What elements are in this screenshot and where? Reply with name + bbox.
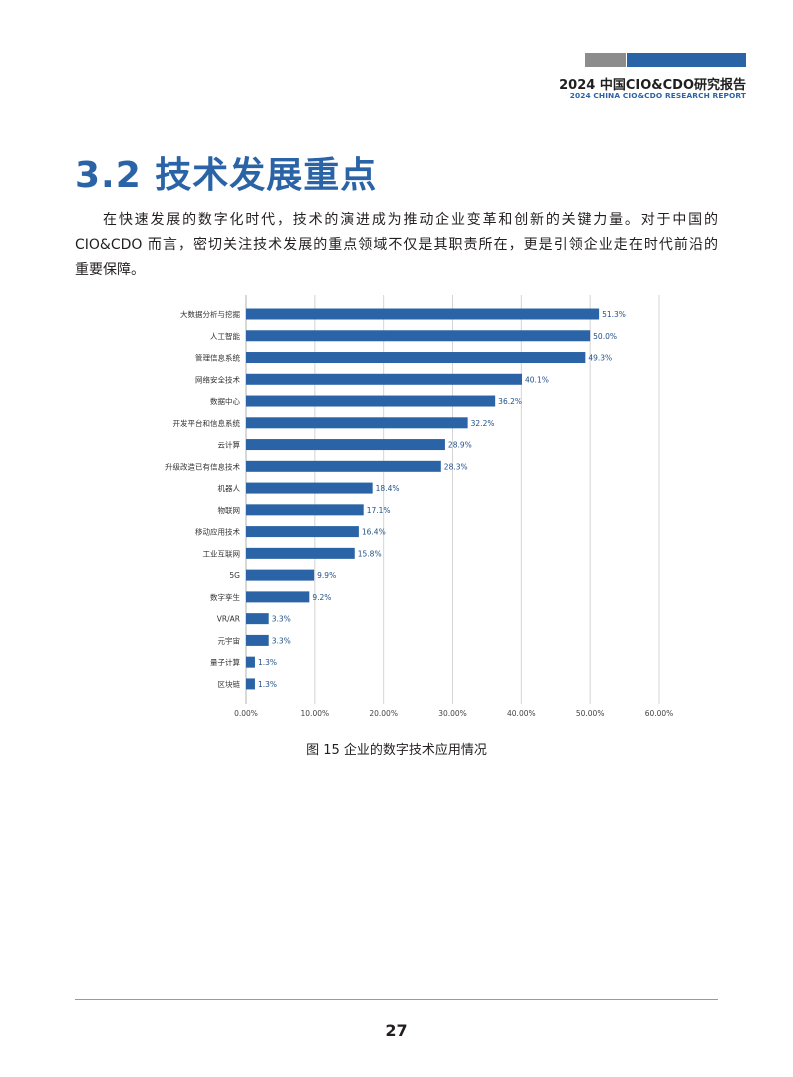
header-gray-bar xyxy=(585,53,626,67)
x-tick-label: 60.00% xyxy=(645,709,674,718)
value-label: 40.1% xyxy=(525,375,549,384)
value-label: 36.2% xyxy=(498,397,522,406)
category-label: 机器人 xyxy=(218,483,241,493)
category-label: 升级改造已有信息技术 xyxy=(165,461,240,471)
bar xyxy=(246,547,355,559)
paragraph-line-1: 在快速发展的数字化时代，技术的演进成为推动企业变革和创新的关键力量。对于中国的 xyxy=(103,212,718,228)
figure-caption: 图 15 企业的数字技术应用情况 xyxy=(306,743,487,758)
value-label: 1.3% xyxy=(258,680,277,689)
page-number: 27 xyxy=(385,1021,408,1040)
header-title: 2024 中国CIO&CDO研究报告 xyxy=(559,78,746,93)
x-tick-label: 50.00% xyxy=(576,709,605,718)
value-label: 50.0% xyxy=(593,332,617,341)
category-label: 管理信息系统 xyxy=(195,353,240,363)
category-label: 数据中心 xyxy=(210,396,240,406)
value-label: 18.4% xyxy=(376,484,400,493)
header-subtitle: 2024 CHINA CIO&CDO RESEARCH REPORT xyxy=(569,91,746,100)
section-title: 3.2 技术发展重点 xyxy=(75,155,378,196)
category-label: 5G xyxy=(229,571,240,580)
bar xyxy=(246,482,373,494)
bar xyxy=(246,352,586,364)
category-label: 区块链 xyxy=(218,679,241,689)
value-label: 15.8% xyxy=(358,549,382,558)
x-tick-label: 40.00% xyxy=(507,709,536,718)
header-blue-bar xyxy=(627,53,746,67)
bar xyxy=(246,439,445,451)
bar xyxy=(246,395,496,407)
bar xyxy=(246,417,468,429)
x-tick-label: 0.00% xyxy=(234,709,258,718)
category-label: 云计算 xyxy=(218,440,241,450)
category-label: 大数据分析与挖掘 xyxy=(180,309,240,319)
category-label: 网络安全技术 xyxy=(195,374,240,384)
category-label: 开发平台和信息系统 xyxy=(173,418,241,428)
value-label: 32.2% xyxy=(471,419,495,428)
bar xyxy=(246,460,441,472)
bar xyxy=(246,373,523,385)
x-tick-label: 30.00% xyxy=(438,709,467,718)
bar xyxy=(246,504,364,516)
bar xyxy=(246,308,600,320)
value-label: 17.1% xyxy=(367,506,391,515)
bar xyxy=(246,330,591,342)
bar xyxy=(246,526,359,538)
category-label: 数字孪生 xyxy=(210,592,240,602)
value-label: 9.2% xyxy=(312,593,331,602)
category-label: 元宇宙 xyxy=(218,635,241,645)
category-label: 物联网 xyxy=(218,505,241,515)
bar xyxy=(246,569,315,581)
value-label: 9.9% xyxy=(317,571,336,580)
value-label: 16.4% xyxy=(362,528,386,537)
category-label: 人工智能 xyxy=(210,331,240,341)
bar xyxy=(246,613,269,625)
category-label: 量子计算 xyxy=(210,657,240,667)
value-label: 1.3% xyxy=(258,658,277,667)
body-paragraph: 在快速发展的数字化时代，技术的演进成为推动企业变革和创新的关键力量。对于中国的 … xyxy=(75,208,718,283)
value-label: 51.3% xyxy=(602,310,626,319)
value-label: 28.9% xyxy=(448,441,472,450)
paragraph-line-3: 重要保障。 xyxy=(75,262,145,278)
bar xyxy=(246,634,269,646)
category-label: 移动应用技术 xyxy=(195,527,240,537)
bar xyxy=(246,591,310,603)
tech-application-bar-chart: 0.00% 10.00% 20.00% 30.00% 40.00% 50.00% 60.00… xyxy=(165,295,674,718)
bar xyxy=(246,656,255,668)
bar xyxy=(246,678,255,690)
x-tick-label: 20.00% xyxy=(369,709,398,718)
value-label: 49.3% xyxy=(588,354,612,363)
value-label: 28.3% xyxy=(444,462,468,471)
value-label: 3.3% xyxy=(272,636,291,645)
category-label: VR/AR xyxy=(217,615,240,624)
value-label: 3.3% xyxy=(272,615,291,624)
category-label: 工业互联网 xyxy=(203,548,241,558)
paragraph-line-2: CIO&CDO 而言，密切关注技术发展的重点领域不仅是其职责所在，更是引领企业走… xyxy=(75,237,718,253)
x-tick-label: 10.00% xyxy=(301,709,330,718)
footer-divider xyxy=(75,999,718,1000)
